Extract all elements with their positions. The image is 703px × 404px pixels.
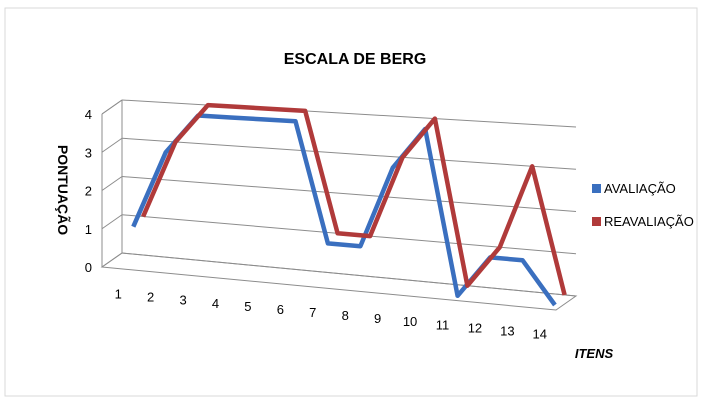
x-tick-label: 12 xyxy=(468,320,482,335)
chart-walls xyxy=(100,99,578,311)
gridline-4 xyxy=(121,99,577,128)
x-tick-label: 4 xyxy=(212,296,219,311)
y-axis-ticks: 0 1 2 3 4 xyxy=(85,107,92,275)
y-tick-label: 0 xyxy=(85,260,92,275)
x-tick-label: 6 xyxy=(277,302,284,317)
x-tick-label: 11 xyxy=(436,317,450,332)
x-axis-ticks: 1 2 3 4 5 6 7 8 9 10 11 12 13 14 xyxy=(115,287,547,342)
legend-swatch-1 xyxy=(592,184,601,193)
x-tick-label: 2 xyxy=(147,290,154,305)
chart-floor xyxy=(100,252,578,311)
x-tick-label: 14 xyxy=(533,326,547,341)
x-tick-label: 5 xyxy=(244,299,251,314)
gridline-side-1 xyxy=(101,214,123,230)
legend-label-2: REAVALIAÇÃO xyxy=(604,214,694,229)
x-tick-label: 10 xyxy=(403,314,417,329)
gridline-3 xyxy=(121,137,577,170)
chart-title: ESCALA DE BERG xyxy=(284,51,427,68)
series-lines xyxy=(131,102,567,307)
x-axis-label: ITENS xyxy=(575,346,614,361)
legend-swatch-2 xyxy=(592,217,601,226)
x-tick-label: 7 xyxy=(309,305,316,320)
gridline-2 xyxy=(121,176,577,212)
x-tick-label: 3 xyxy=(179,293,186,308)
y-tick-label: 4 xyxy=(85,107,92,122)
x-tick-label: 8 xyxy=(342,308,349,323)
x-tick-label: 9 xyxy=(374,311,381,326)
gridline-side-2 xyxy=(101,176,123,191)
side-wall-top-edge xyxy=(101,99,123,115)
y-tick-label: 3 xyxy=(85,145,92,160)
y-tick-label: 2 xyxy=(85,184,92,199)
y-tick-label: 1 xyxy=(85,222,92,237)
gridline-side-3 xyxy=(101,137,123,153)
chart-border xyxy=(4,7,698,397)
y-axis-label: PONTUAÇÃO xyxy=(55,145,72,235)
series-line-2 xyxy=(141,102,567,296)
x-tick-label: 13 xyxy=(500,323,514,338)
legend: AVALIAÇÃO REAVALIAÇÃO xyxy=(592,181,694,229)
x-tick-label: 1 xyxy=(115,287,122,302)
legend-label-1: AVALIAÇÃO xyxy=(604,181,676,196)
